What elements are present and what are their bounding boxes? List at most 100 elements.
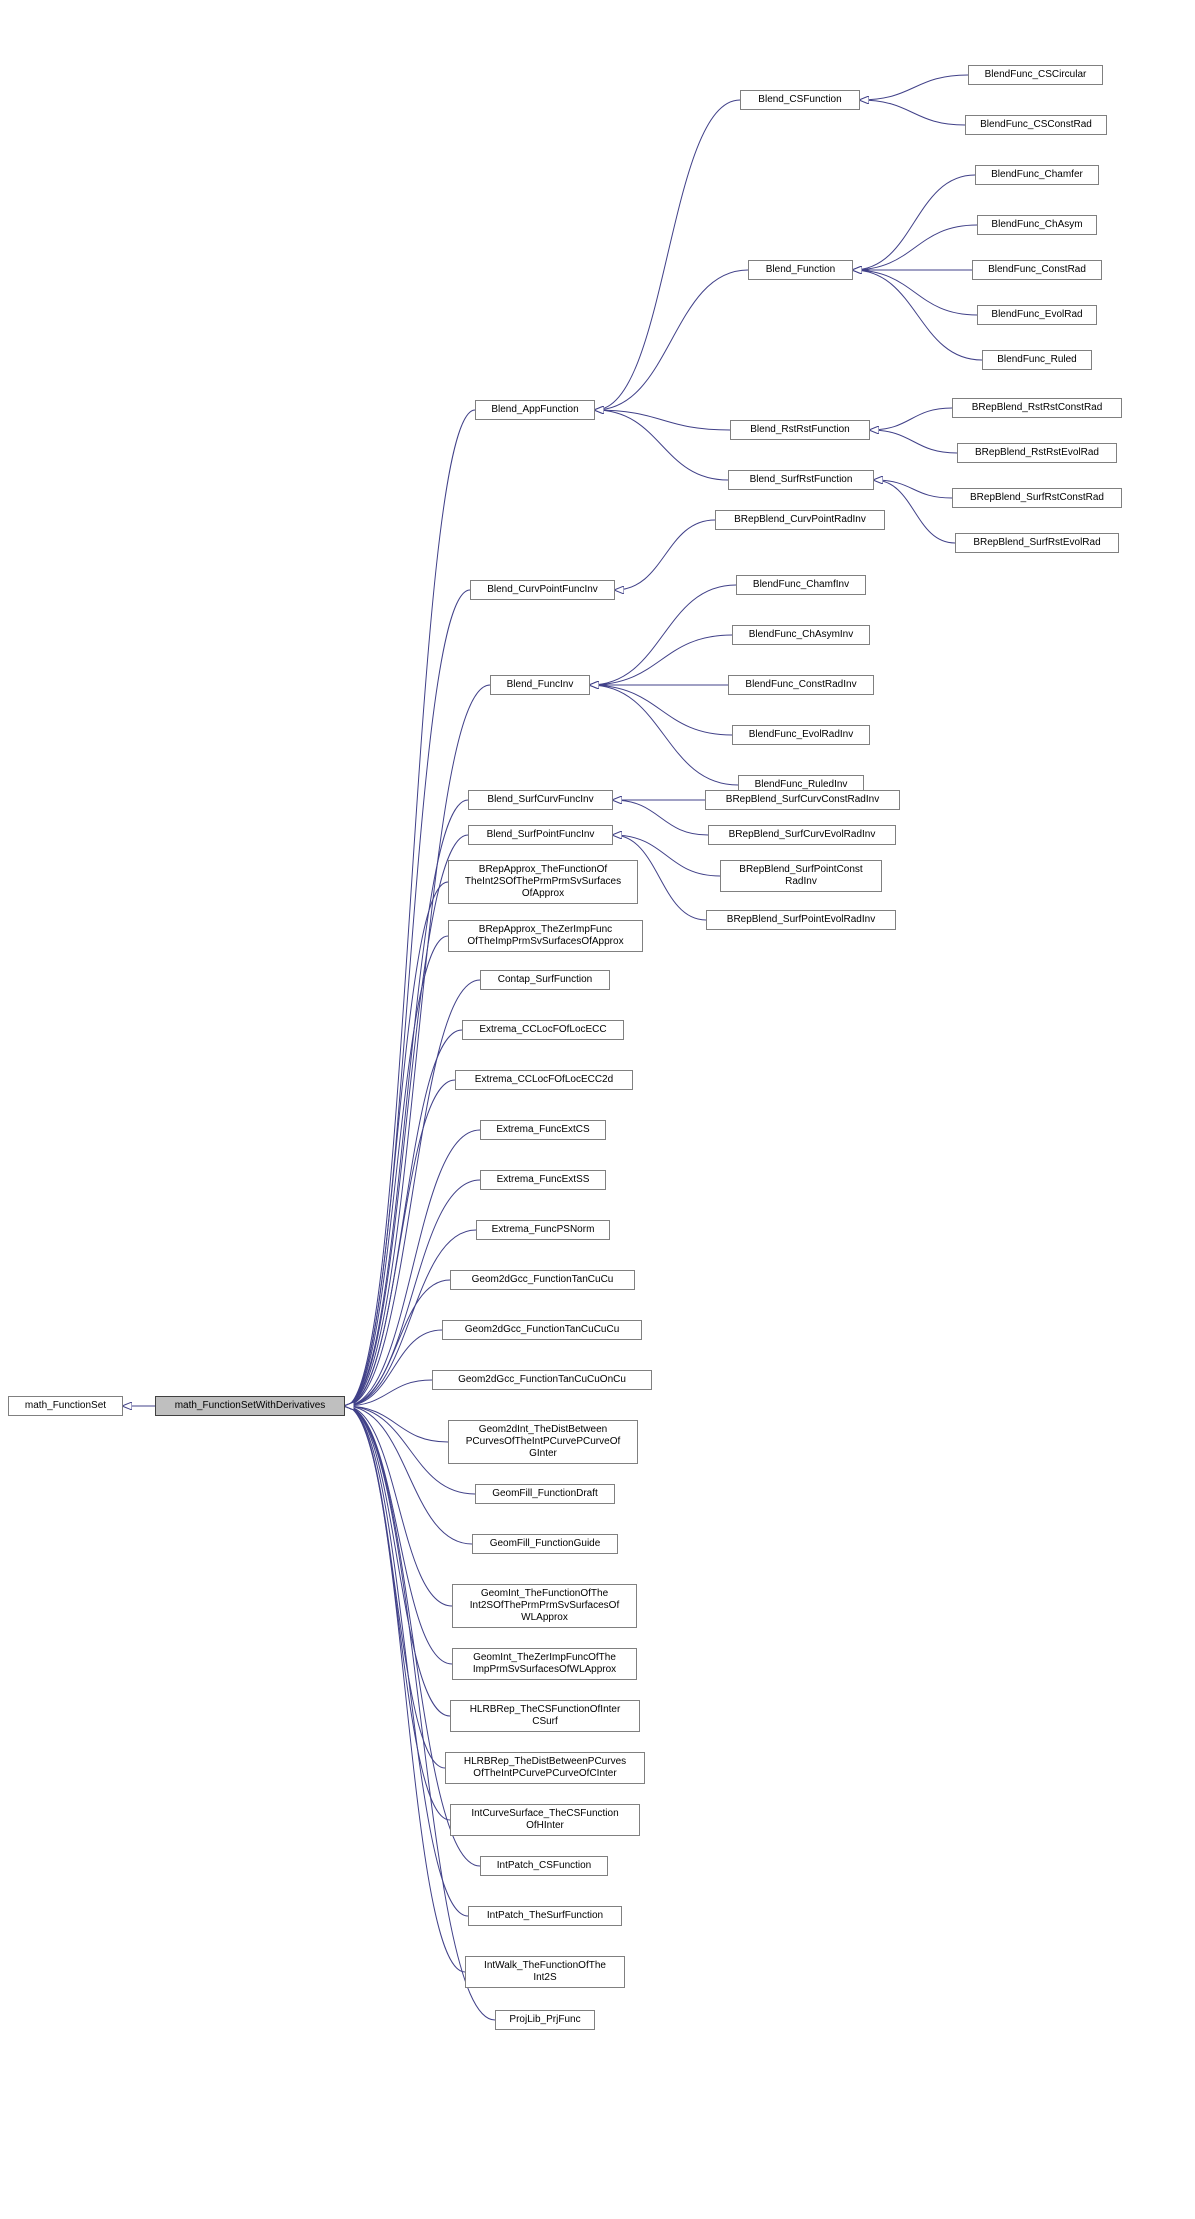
node-IntPatch_TheSurfFunction[interactable]: IntPatch_TheSurfFunction	[468, 1906, 622, 1926]
node-Geom2dGcc_FunctionTanCuCu[interactable]: Geom2dGcc_FunctionTanCuCu	[450, 1270, 635, 1290]
node-BlendFunc_ChAsym[interactable]: BlendFunc_ChAsym	[977, 215, 1097, 235]
node-Extrema_CCLocFOfLocECC2d[interactable]: Extrema_CCLocFOfLocECC2d	[455, 1070, 633, 1090]
edge	[345, 882, 448, 1406]
node-Blend_CurvPointFuncInv[interactable]: Blend_CurvPointFuncInv	[470, 580, 615, 600]
node-IntPatch_CSFunction[interactable]: IntPatch_CSFunction	[480, 1856, 608, 1876]
node-label: BlendFunc_ConstRad	[988, 264, 1086, 276]
edge	[595, 410, 728, 480]
edge	[345, 1406, 465, 1972]
node-label: BRepApprox_TheFunctionOf TheInt2SOfThePr…	[465, 864, 621, 900]
edge	[345, 1380, 432, 1406]
node-BRepBlend_SurfRstEvolRad[interactable]: BRepBlend_SurfRstEvolRad	[955, 533, 1119, 553]
node-GeomFill_FunctionGuide[interactable]: GeomFill_FunctionGuide	[472, 1534, 618, 1554]
edge	[590, 685, 732, 735]
edge	[860, 75, 968, 100]
node-BlendFunc_CSCircular[interactable]: BlendFunc_CSCircular	[968, 65, 1103, 85]
node-BRepApprox_TheZerImpFuncOfTheImpPrmSvSurfacesOfApprox[interactable]: BRepApprox_TheZerImpFunc OfTheImpPrmSvSu…	[448, 920, 643, 952]
edge	[870, 430, 957, 453]
node-label: BlendFunc_CSConstRad	[980, 119, 1092, 131]
node-GeomInt_TheZerImpFuncOfTheImpPrmSvSurfacesOfWLApprox[interactable]: GeomInt_TheZerImpFuncOfThe ImpPrmSvSurfa…	[452, 1648, 637, 1680]
node-label: IntPatch_TheSurfFunction	[487, 1910, 603, 1922]
node-BlendFunc_ConstRadInv[interactable]: BlendFunc_ConstRadInv	[728, 675, 874, 695]
node-BRepApprox_TheFunctionOfTheInt2SOfThePrmPrmSvSurfacesOfApprox[interactable]: BRepApprox_TheFunctionOf TheInt2SOfThePr…	[448, 860, 638, 904]
node-BRepBlend_RstRstConstRad[interactable]: BRepBlend_RstRstConstRad	[952, 398, 1122, 418]
node-BlendFunc_Chamfer[interactable]: BlendFunc_Chamfer	[975, 165, 1099, 185]
node-label: Extrema_FuncExtCS	[496, 1124, 589, 1136]
node-label: BlendFunc_Ruled	[997, 354, 1077, 366]
node-label: IntWalk_TheFunctionOfThe Int2S	[484, 1960, 606, 1984]
node-GeomFill_FunctionDraft[interactable]: GeomFill_FunctionDraft	[475, 1484, 615, 1504]
node-Blend_Function[interactable]: Blend_Function	[748, 260, 853, 280]
edge	[345, 1406, 450, 1716]
node-BlendFunc_ChAsymInv[interactable]: BlendFunc_ChAsymInv	[732, 625, 870, 645]
node-BlendFunc_Ruled[interactable]: BlendFunc_Ruled	[982, 350, 1092, 370]
node-Extrema_FuncExtCS[interactable]: Extrema_FuncExtCS	[480, 1120, 606, 1140]
node-label: BRepBlend_CurvPointRadInv	[734, 514, 866, 526]
node-BRepBlend_SurfPointConstRadInv[interactable]: BRepBlend_SurfPointConst RadInv	[720, 860, 882, 892]
node-Contap_SurfFunction[interactable]: Contap_SurfFunction	[480, 970, 610, 990]
node-Blend_SurfPointFuncInv[interactable]: Blend_SurfPointFuncInv	[468, 825, 613, 845]
node-label: BlendFunc_ChAsymInv	[749, 629, 854, 641]
node-BRepBlend_SurfRstConstRad[interactable]: BRepBlend_SurfRstConstRad	[952, 488, 1122, 508]
node-label: BlendFunc_Chamfer	[991, 169, 1083, 181]
node-label: BlendFunc_ChAsym	[991, 219, 1082, 231]
node-Blend_FuncInv[interactable]: Blend_FuncInv	[490, 675, 590, 695]
node-BlendFunc_ConstRad[interactable]: BlendFunc_ConstRad	[972, 260, 1102, 280]
node-GeomInt_TheFunctionOfTheInt2SOfThePrmPrmSvSurfacesOfWLApprox[interactable]: GeomInt_TheFunctionOfThe Int2SOfThePrmPr…	[452, 1584, 637, 1628]
node-BlendFunc_EvolRad[interactable]: BlendFunc_EvolRad	[977, 305, 1097, 325]
node-BRepBlend_CurvPointRadInv[interactable]: BRepBlend_CurvPointRadInv	[715, 510, 885, 530]
edge	[615, 520, 715, 590]
node-Blend_SurfCurvFuncInv[interactable]: Blend_SurfCurvFuncInv	[468, 790, 613, 810]
node-label: GeomFill_FunctionGuide	[490, 1538, 601, 1550]
node-Extrema_CCLocFOfLocECC[interactable]: Extrema_CCLocFOfLocECC	[462, 1020, 624, 1040]
node-label: Blend_RstRstFunction	[750, 424, 850, 436]
edge	[345, 1406, 450, 1820]
node-label: BRepBlend_SurfRstConstRad	[970, 492, 1104, 504]
node-math_FunctionSetWithDerivatives[interactable]: math_FunctionSetWithDerivatives	[155, 1396, 345, 1416]
node-label: BRepBlend_SurfPointEvolRadInv	[727, 914, 875, 926]
node-Extrema_FuncPSNorm[interactable]: Extrema_FuncPSNorm	[476, 1220, 610, 1240]
node-Blend_AppFunction[interactable]: Blend_AppFunction	[475, 400, 595, 420]
node-label: math_FunctionSet	[25, 1400, 106, 1412]
edge	[345, 1406, 452, 1606]
edge	[853, 270, 982, 360]
edge	[595, 270, 748, 410]
node-label: BlendFunc_EvolRad	[991, 309, 1082, 321]
node-BlendFunc_CSConstRad[interactable]: BlendFunc_CSConstRad	[965, 115, 1107, 135]
node-Blend_RstRstFunction[interactable]: Blend_RstRstFunction	[730, 420, 870, 440]
node-label: Blend_CSFunction	[758, 94, 841, 106]
node-BlendFunc_EvolRadInv[interactable]: BlendFunc_EvolRadInv	[732, 725, 870, 745]
node-label: Blend_FuncInv	[507, 679, 574, 691]
node-label: Geom2dInt_TheDistBetween PCurvesOfTheInt…	[466, 1424, 621, 1460]
node-label: BRepBlend_SurfCurvConstRadInv	[726, 794, 879, 806]
node-Extrema_FuncExtSS[interactable]: Extrema_FuncExtSS	[480, 1170, 606, 1190]
node-label: Blend_SurfCurvFuncInv	[487, 794, 593, 806]
diagram-canvas: math_FunctionSet math_FunctionSetWithDeri…	[0, 0, 1195, 2219]
node-IntCurveSurface_TheCSFunctionOfHInter[interactable]: IntCurveSurface_TheCSFunction OfHInter	[450, 1804, 640, 1836]
node-label: Blend_SurfRstFunction	[750, 474, 853, 486]
edges-layer	[0, 0, 1195, 2219]
node-HLRBRep_TheDistBetweenPCurvesOfTheIntPCurvePCurveOfCInter[interactable]: HLRBRep_TheDistBetweenPCurves OfTheIntPC…	[445, 1752, 645, 1784]
node-Geom2dGcc_FunctionTanCuCuCu[interactable]: Geom2dGcc_FunctionTanCuCuCu	[442, 1320, 642, 1340]
node-label: BRepBlend_SurfPointConst RadInv	[739, 864, 862, 888]
edge	[590, 635, 732, 685]
edge	[853, 175, 975, 270]
node-BRepBlend_RstRstEvolRad[interactable]: BRepBlend_RstRstEvolRad	[957, 443, 1117, 463]
node-ProjLib_PrjFunc[interactable]: ProjLib_PrjFunc	[495, 2010, 595, 2030]
edge	[595, 410, 730, 430]
node-BRepBlend_SurfCurvConstRadInv[interactable]: BRepBlend_SurfCurvConstRadInv	[705, 790, 900, 810]
node-BRepBlend_SurfCurvEvolRadInv[interactable]: BRepBlend_SurfCurvEvolRadInv	[708, 825, 896, 845]
edge	[345, 1080, 455, 1406]
node-BlendFunc_ChamfInv[interactable]: BlendFunc_ChamfInv	[736, 575, 866, 595]
node-BRepBlend_SurfPointEvolRadInv[interactable]: BRepBlend_SurfPointEvolRadInv	[706, 910, 896, 930]
node-Blend_CSFunction[interactable]: Blend_CSFunction	[740, 90, 860, 110]
edge	[595, 100, 740, 410]
node-HLRBRep_TheCSFunctionOfInterCSurf[interactable]: HLRBRep_TheCSFunctionOfInter CSurf	[450, 1700, 640, 1732]
node-label: BRepBlend_SurfCurvEvolRadInv	[729, 829, 876, 841]
node-Geom2dInt_TheDistBetweenPCurvesOfTheIntPCurvePCurveOfGInter[interactable]: Geom2dInt_TheDistBetween PCurvesOfTheInt…	[448, 1420, 638, 1464]
node-Blend_SurfRstFunction[interactable]: Blend_SurfRstFunction	[728, 470, 874, 490]
node-label: BRepBlend_RstRstConstRad	[972, 402, 1103, 414]
node-Geom2dGcc_FunctionTanCuCuOnCu[interactable]: Geom2dGcc_FunctionTanCuCuOnCu	[432, 1370, 652, 1390]
node-IntWalk_TheFunctionOfTheInt2S[interactable]: IntWalk_TheFunctionOfThe Int2S	[465, 1956, 625, 1988]
node-math_FunctionSet[interactable]: math_FunctionSet	[8, 1396, 123, 1416]
